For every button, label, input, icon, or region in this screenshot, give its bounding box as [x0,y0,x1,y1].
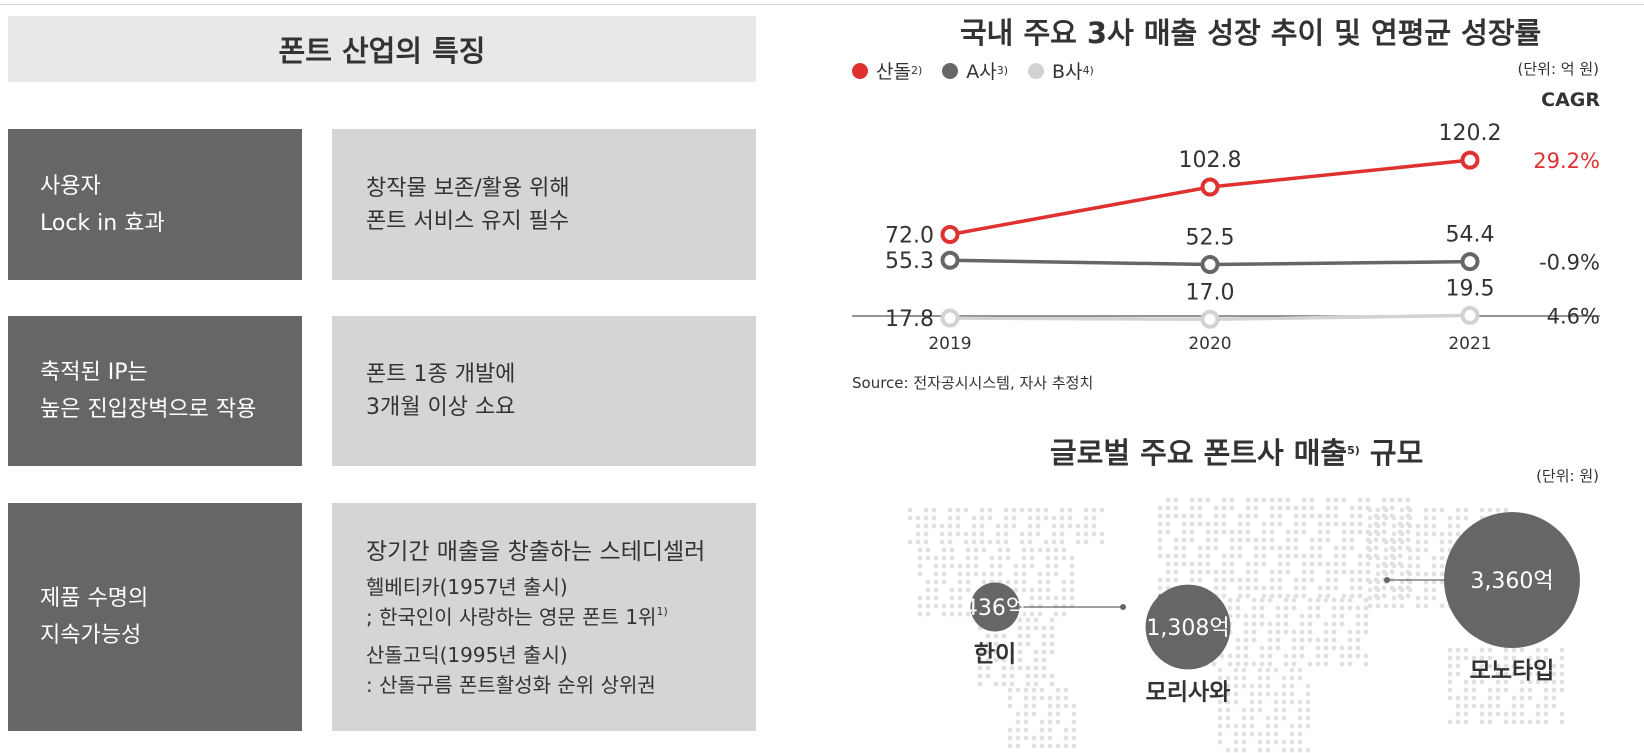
feature-value-line: ; 한국인이 사랑하는 영문 폰트 1위1) [366,602,756,632]
legend-label: A사 [966,61,997,83]
data-point [940,250,960,270]
data-label: 102.8 [1179,148,1242,173]
cagr-header: CAGR [1541,89,1600,111]
data-point [1200,255,1220,275]
feature-key: 축적된 IP는 높은 진입장벽으로 작용 [8,316,302,466]
feature-value-line: 헬베티카(1957년 출시) [366,575,568,599]
footnote-marker: 1) [656,605,668,618]
legend-item-a: A사 3) [942,57,1008,84]
x-tick-label: 2021 [1448,334,1491,354]
map-title-suffix: 규모 [1369,436,1424,470]
company-name: 모노타입 [1470,658,1555,684]
feature-value-line: 3개월 이상 소요 [366,395,516,420]
feature-key-line: 사용자 [40,173,101,199]
feature-value-line: : 산돌구름 폰트활성화 순위 상위권 [366,673,656,697]
company-name: 모리사와 [1146,679,1231,705]
features-title: 폰트 산업의 특징 [8,16,756,82]
company-bubble [1145,584,1231,670]
feature-value-heading: 장기간 매출을 창출하는 스테디셀러 [366,539,706,565]
cagr-value: 29.2% [1533,149,1600,173]
data-point [1200,177,1220,197]
map-title-text: 글로벌 주요 폰트사 매출 [1050,436,1348,470]
feature-key-line: 높은 진입장벽으로 작용 [40,397,257,422]
feature-value: 창작물 보존/활용 위해 폰트 서비스 유지 필수 [332,129,756,280]
x-tick-label: 2020 [1188,334,1231,354]
company-bubble [1444,512,1580,648]
legend-item-b: B사 4) [1028,57,1094,84]
bubble-value: 3,360억 [1470,569,1553,594]
feature-row-ip: 축적된 IP는 높은 진입장벽으로 작용 폰트 1종 개발에 3개월 이상 소요 [8,316,756,466]
data-point [940,308,960,328]
data-point [940,224,960,244]
data-label: 55.3 [885,249,934,274]
feature-key-line: 지속가능성 [40,623,142,648]
feature-key: 사용자 Lock in 효과 [8,129,302,280]
data-label: 120.2 [1439,121,1502,146]
feature-row-lockin: 사용자 Lock in 효과 창작물 보존/활용 위해 폰트 서비스 유지 필수 [8,129,756,280]
feature-value-text: ; 한국인이 사랑하는 영문 폰트 1위 [366,605,657,629]
feature-value-line: 창작물 보존/활용 위해 [366,175,570,201]
bubble-value: 436억 [964,596,1026,621]
chart-source: Source: 전자공시시스템, 자사 추정치 [852,374,1094,392]
leader-dot [1384,577,1390,583]
leader-dot [1120,604,1126,610]
company-bubble [970,582,1020,632]
chart-title: 국내 주요 3사 매출 성장 추이 및 연평균 성장률 [960,16,1542,50]
data-label: 17.8 [885,307,934,332]
chart-unit: (단위: 억 원) [1517,60,1600,78]
legend-marker [942,62,959,79]
feature-row-lifespan: 제품 수명의 지속가능성 장기간 매출을 창출하는 스테디셀러 헬베티카(195… [8,503,756,731]
feature-value-line: 산돌고딕(1995년 출시) [366,643,568,667]
data-label: 17.0 [1186,280,1235,305]
data-label: 54.4 [1446,223,1495,248]
legend-item-sandoll: 산돌 2) [852,57,922,84]
top-border [0,0,1644,5]
line-chart: 2019 2020 2021 72.0 102.8 120.2 29.2% 55.3 52.5 5… [852,89,1600,354]
feature-key: 제품 수명의 지속가능성 [8,503,302,731]
feature-key-line: 제품 수명의 [40,586,149,611]
cagr-value: -0.9% [1539,251,1600,275]
data-label: 19.5 [1446,276,1495,301]
feature-value-line: 폰트 1종 개발에 [366,362,516,387]
feature-value: 폰트 1종 개발에 3개월 이상 소요 [332,316,756,466]
map-title: 글로벌 주요 폰트사 매출5) 규모 [1050,430,1423,472]
data-point [1200,309,1220,329]
feature-key-line: 축적된 IP는 [40,360,148,385]
footnote-marker: 5) [1347,444,1360,457]
x-tick-label: 2019 [928,334,971,354]
bubble-value: 1,308억 [1146,616,1229,641]
data-point [1460,150,1480,170]
legend-label: 산돌 [876,61,911,83]
company-name: 한이 [974,641,1016,667]
feature-value-line: 폰트 서비스 유지 필수 [366,208,570,234]
data-label: 52.5 [1186,226,1235,251]
feature-value: 장기간 매출을 창출하는 스테디셀러 헬베티카(1957년 출시) ; 한국인이… [332,503,756,731]
map-unit: (단위: 원) [1536,467,1599,485]
feature-key-line: Lock in 효과 [40,210,165,236]
data-point [1460,305,1480,325]
chart-legend: 산돌 2) A사 3) B사 4) [852,57,1114,84]
data-label: 72.0 [885,223,934,248]
data-point [1460,252,1480,272]
legend-marker [1028,62,1045,79]
legend-label: B사 [1052,61,1083,83]
cagr-value: 4.6% [1547,304,1600,328]
legend-marker [852,62,868,79]
